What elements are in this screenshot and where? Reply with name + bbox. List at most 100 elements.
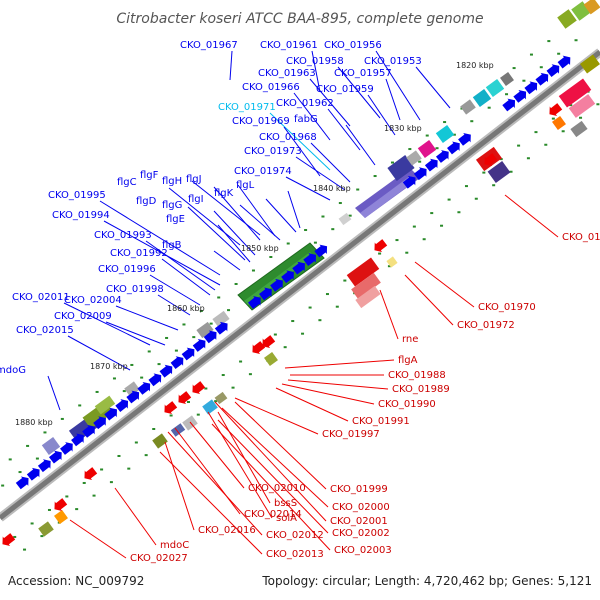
gene-label-forward[interactable]: CKO_01973 [244,146,302,157]
forward-gene-arrow[interactable] [59,439,77,456]
reverse-gene-arrow[interactable] [249,340,267,357]
reverse-gene-arrow[interactable] [546,102,564,119]
forward-gene-arrow[interactable] [435,147,453,164]
forward-gene-arrow[interactable] [15,473,33,490]
gene-label-reverse[interactable]: CKO_02016 [198,525,256,536]
gene-label-forward[interactable]: CKO_01958 [286,56,344,67]
gene-label-reverse[interactable]: mdoC [160,540,189,551]
forward-gene-arrow[interactable] [446,138,464,155]
forward-gene-arrow[interactable] [125,387,143,404]
gene-label-reverse[interactable]: CKO_01999 [330,484,388,495]
reverse-gene-arrow[interactable] [51,497,69,514]
forward-gene-arrow[interactable] [258,284,276,301]
gene-label-reverse[interactable]: CKO_02002 [332,528,390,539]
gene-label-reverse[interactable]: CKO_02014 [244,509,302,520]
gene-label-forward[interactable]: flgL [236,180,255,191]
forward-gene-arrow[interactable] [545,61,563,78]
gene-label-forward[interactable]: CKO_01956 [324,40,382,51]
gene-label-forward[interactable]: CKO_01992 [110,248,168,259]
forward-gene-arrow[interactable] [523,78,541,95]
forward-gene-arrow[interactable] [81,422,99,439]
forward-gene-arrow[interactable] [457,130,475,147]
gene-label-forward[interactable]: CKO_01994 [52,210,110,221]
forward-gene-arrow[interactable] [203,327,221,344]
gene-label-forward[interactable]: flgG [162,200,182,211]
gene-label-reverse[interactable]: CKO_02012 [266,530,324,541]
gene-label-reverse[interactable]: CKO_01989 [392,384,450,395]
gene-label-forward[interactable]: flgC [117,177,137,188]
gene-label-forward[interactable]: CKO_01966 [242,82,300,93]
forward-gene-arrow[interactable] [302,250,320,267]
forward-gene-arrow[interactable] [501,96,519,113]
gene-label-reverse[interactable]: CKO_01970 [478,302,536,313]
gene-label-forward[interactable]: CKO_01959 [316,84,374,95]
reverse-gene-arrow[interactable] [371,238,389,255]
reverse-gene-arrow[interactable] [161,400,179,417]
forward-gene-arrow[interactable] [313,242,331,259]
gene-label-forward[interactable]: CKO_01968 [259,132,317,143]
gene-label-forward[interactable]: flgE [166,214,185,225]
reverse-gene-arrow[interactable] [259,334,277,351]
forward-gene-arrow[interactable] [37,456,55,473]
gene-label-forward[interactable]: CKO_01995 [48,190,106,201]
gene-label-reverse[interactable]: CKO_01955 [562,232,600,243]
gene-label-forward[interactable]: flgB [162,240,182,251]
forward-gene-arrow[interactable] [92,413,110,430]
gene-label-forward[interactable]: flgF [140,170,159,181]
gene-label-forward[interactable]: flgI [188,194,204,205]
gene-label-forward[interactable]: flgH [162,176,182,187]
gene-label-forward[interactable]: flgJ [186,174,202,185]
gene-label-forward[interactable]: CKO_01957 [334,68,392,79]
gene-label-reverse[interactable]: CKO_02001 [330,516,388,527]
reverse-gene-arrow[interactable] [189,380,207,397]
forward-gene-arrow[interactable] [214,319,232,336]
gene-label-reverse[interactable]: CKO_02010 [248,483,306,494]
forward-gene-arrow[interactable] [147,370,165,387]
forward-gene-arrow[interactable] [280,267,298,284]
gene-label-forward[interactable]: flgD [136,196,157,207]
forward-gene-arrow[interactable] [158,362,176,379]
gene-label-forward[interactable]: CKO_01974 [234,166,292,177]
gene-label-forward[interactable]: CKO_01969 [232,116,290,127]
forward-gene-arrow[interactable] [70,430,88,447]
gene-label-reverse[interactable]: CKO_02013 [266,549,324,560]
gene-label-forward[interactable]: CKO_01953 [364,56,422,67]
gene-label-reverse[interactable]: CKO_02027 [130,553,188,564]
forward-gene-arrow[interactable] [534,70,552,87]
forward-gene-arrow[interactable] [269,276,287,293]
forward-gene-arrow[interactable] [413,164,431,181]
gene-label-forward[interactable]: CKO_02015 [16,325,74,336]
gene-label-reverse[interactable]: CKO_02000 [332,502,390,513]
gene-label-forward[interactable]: CKO_02011 [12,292,70,303]
forward-gene-arrow[interactable] [512,87,530,104]
gene-label-forward[interactable]: mdoG [0,365,26,376]
gene-label-forward[interactable]: CKO_02009 [54,311,112,322]
gene-label-forward[interactable]: CKO_01996 [98,264,156,275]
gene-label-reverse[interactable]: CKO_02003 [334,545,392,556]
forward-gene-arrow[interactable] [291,259,309,276]
reverse-gene-arrow[interactable] [0,532,16,549]
reverse-gene-arrow[interactable] [81,466,99,483]
forward-gene-arrow[interactable] [169,353,187,370]
forward-gene-arrow[interactable] [247,293,265,310]
gene-label-forward[interactable]: CKO_01971 [218,102,276,113]
gene-label-forward[interactable]: CKO_01962 [276,98,334,109]
gene-label-reverse[interactable]: CKO_01990 [378,399,436,410]
gene-label-forward[interactable]: CKO_02004 [64,295,122,306]
gene-label-forward[interactable]: fabG [294,114,318,125]
gene-label-reverse[interactable]: rne [402,334,418,345]
gene-label-forward[interactable]: flgK [214,188,234,199]
forward-gene-arrow[interactable] [402,173,420,190]
forward-gene-arrow[interactable] [48,448,66,465]
gene-label-reverse[interactable]: solA [276,513,297,524]
gene-label-reverse[interactable]: bssS [274,498,297,509]
gene-label-reverse[interactable]: CKO_01991 [352,416,410,427]
forward-gene-arrow[interactable] [136,379,154,396]
forward-gene-arrow[interactable] [556,53,574,70]
gene-label-reverse[interactable]: CKO_01972 [457,320,515,331]
gene-label-forward[interactable]: CKO_01998 [106,284,164,295]
gene-label-forward[interactable]: CKO_01967 [180,40,238,51]
gene-label-forward[interactable]: CKO_01993 [94,230,152,241]
forward-gene-arrow[interactable] [26,465,44,482]
reverse-gene-arrow[interactable] [481,152,499,169]
